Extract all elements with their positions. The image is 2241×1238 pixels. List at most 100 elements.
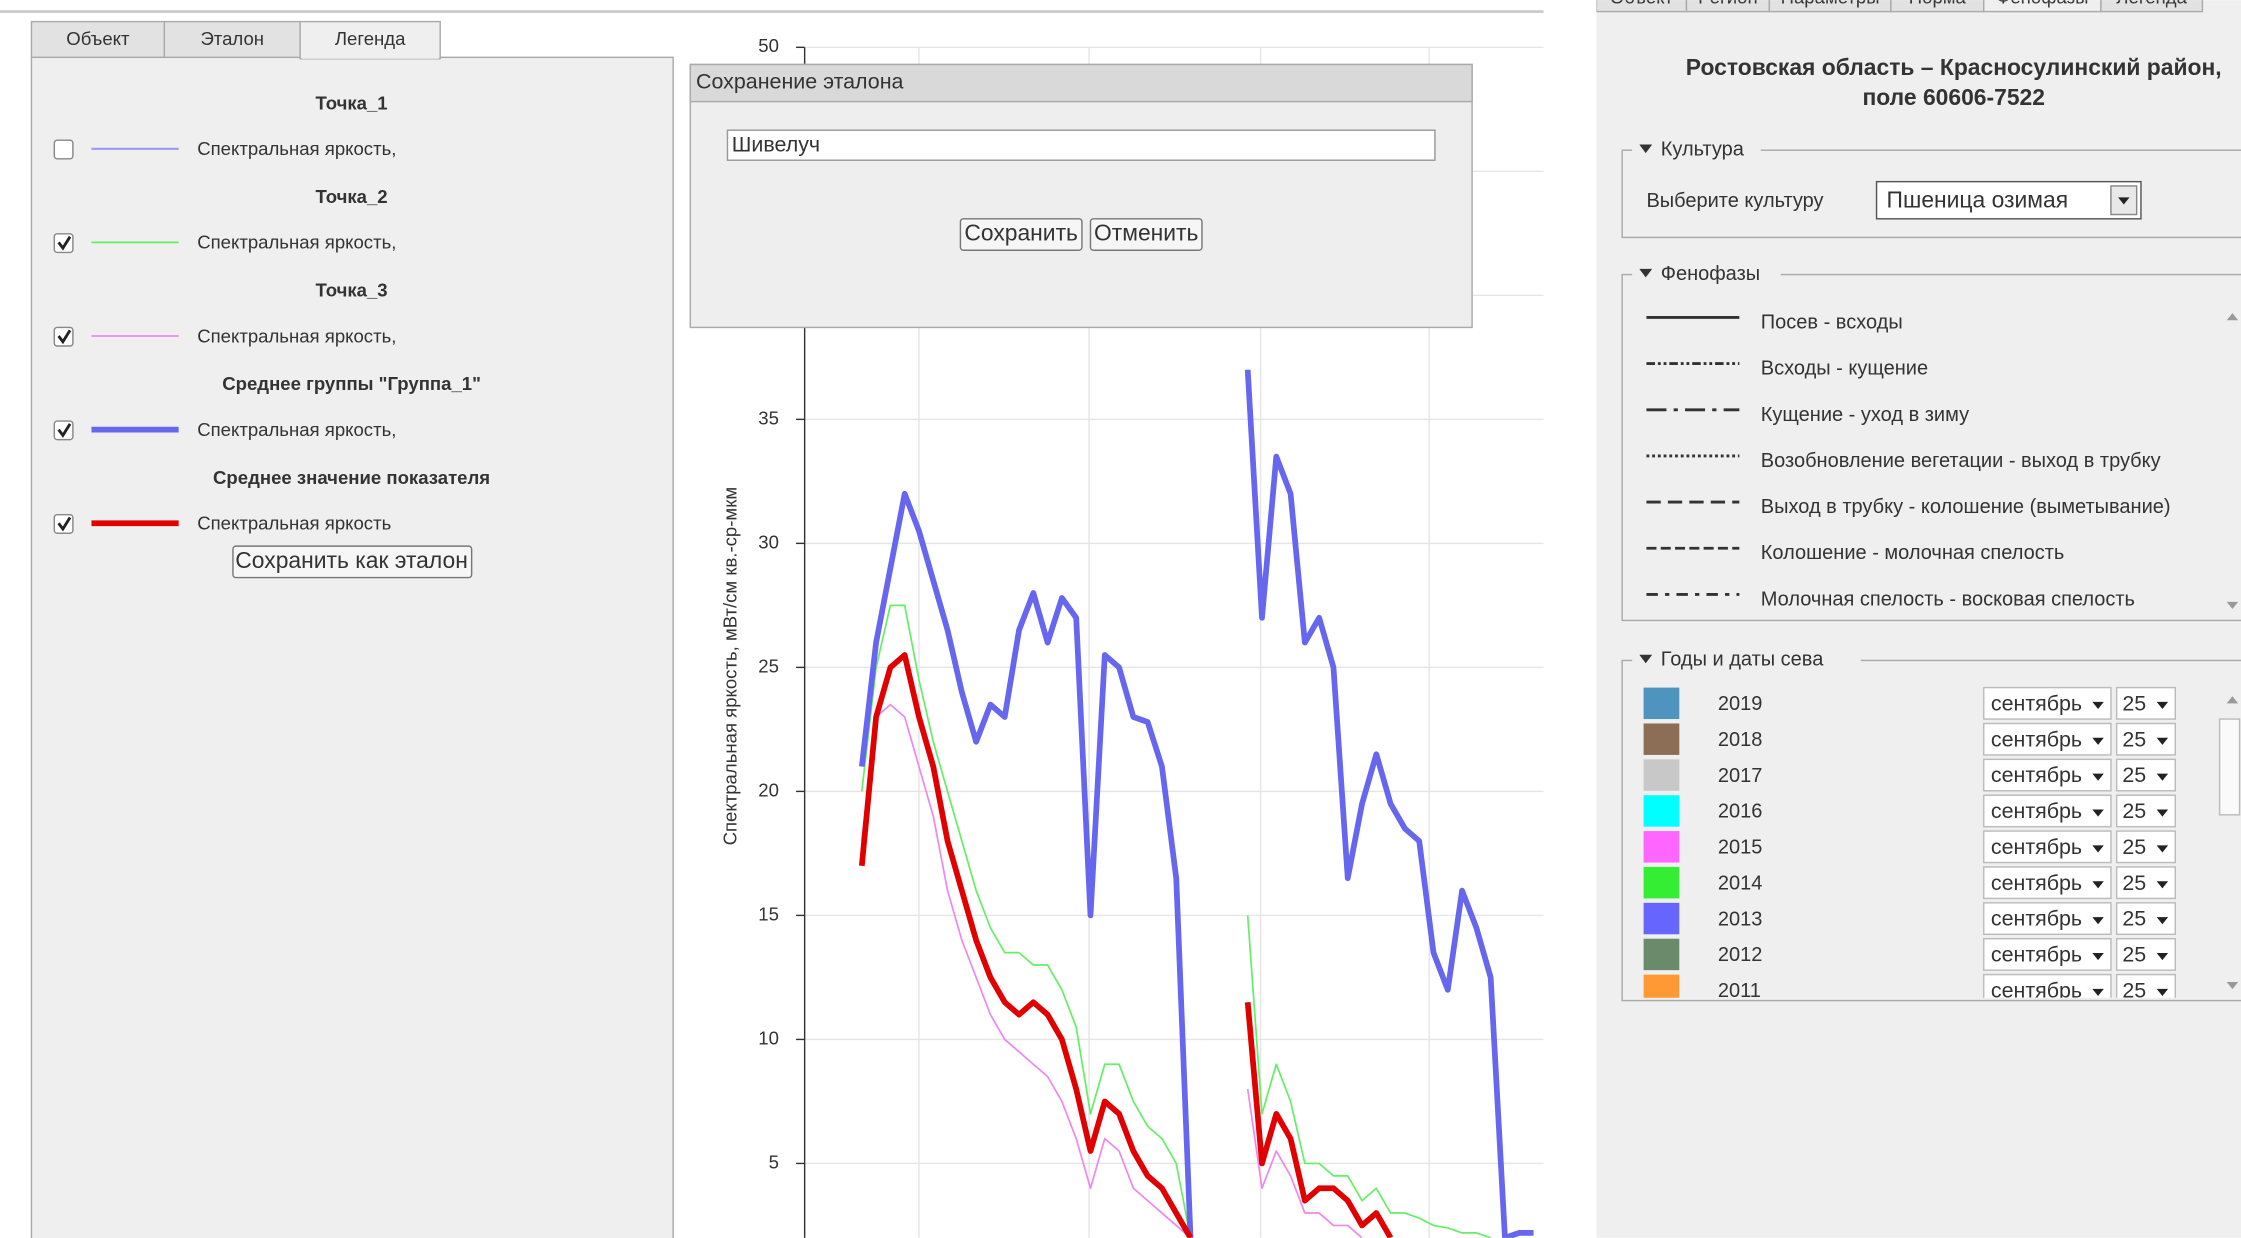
month-select[interactable] [1983, 758, 2112, 792]
scroll-arrow [2226, 982, 2239, 990]
day-select-value: 25 [2122, 727, 2146, 751]
dialog-title: Сохранение эталона [696, 70, 904, 94]
day-select-value: 25 [2122, 763, 2146, 787]
collapse-arrow[interactable] [1639, 144, 1653, 154]
collapse-arrow[interactable] [1639, 268, 1653, 278]
month-select-value: сентябрь [1991, 943, 2082, 967]
day-select-value: 25 [2122, 691, 2146, 715]
culture-select-value: Пшеница озимая [1887, 187, 2069, 213]
tab-label: Объект [66, 28, 130, 49]
day-select-value: 25 [2122, 871, 2146, 895]
month-select-clip: сентябрь [1991, 943, 2082, 967]
series-line [858, 369, 1534, 1238]
day-select-value: 25 [2122, 943, 2146, 967]
dialog-button[interactable] [1089, 218, 1203, 251]
dialog-button-label: Отменить [1094, 220, 1198, 246]
year-label: 2013 [1718, 908, 1763, 930]
dropdown-arrow [2156, 988, 2169, 997]
y-tick-label: 10 [758, 1027, 779, 1048]
fieldset-legend: Фенофазы [1661, 263, 1760, 285]
series-line [860, 604, 1491, 1238]
tab[interactable] [1596, 0, 1688, 13]
phenophase-label: Возобновление вегетации - выход в трубку [1761, 450, 2161, 472]
fieldset [1621, 149, 2241, 239]
dropdown-arrow [2092, 809, 2104, 817]
checkbox[interactable] [53, 139, 74, 160]
legend-heading: Среднее группы "Группа_1" [222, 373, 481, 394]
dropdown-arrow [2156, 953, 2169, 961]
day-select[interactable] [2115, 902, 2176, 935]
collapse-arrow[interactable] [1639, 654, 1653, 664]
year-label: 2019 [1718, 693, 1763, 715]
legend-label: Спектральная яркость, [197, 325, 396, 346]
tab[interactable] [163, 20, 301, 59]
month-select[interactable] [1983, 794, 2112, 828]
year-color-swatch [1643, 831, 1680, 863]
tab[interactable] [299, 20, 441, 60]
tab[interactable] [1768, 0, 1892, 13]
month-select-clip: сентябрь [1991, 871, 2082, 895]
series-line [858, 652, 1394, 1238]
month-select-value: сентябрь [1991, 978, 2082, 1002]
culture-select[interactable] [1875, 180, 2142, 220]
legend-label: Спектральная яркость, [197, 138, 396, 159]
checkmark [57, 235, 72, 251]
tab[interactable] [2100, 0, 2204, 13]
month-select[interactable] [1983, 722, 2112, 756]
sowing-rows: 2019 сентябрь 25 2018 сентябрь 25 2017 сентябрь… [1643, 686, 2176, 1006]
dropdown-arrow [2156, 881, 2169, 889]
text-input[interactable] [726, 129, 1436, 161]
dropdown-arrow [2092, 988, 2104, 997]
tab[interactable] [1685, 0, 1771, 13]
month-select-clip: сентябрь [1991, 835, 2082, 859]
scrollbar-thumb[interactable] [2218, 718, 2241, 816]
tab[interactable] [30, 20, 166, 59]
year-color-swatch [1643, 687, 1680, 720]
month-select-value: сентябрь [1991, 871, 2082, 895]
month-select[interactable] [1983, 830, 2112, 864]
month-select-value: сентябрь [1991, 799, 2082, 823]
month-select[interactable] [1983, 937, 2112, 971]
month-select[interactable] [1983, 973, 2112, 1006]
y-tick-label: 50 [758, 35, 779, 56]
fieldset-legend: Культура [1661, 139, 1745, 161]
tab[interactable] [1890, 0, 1985, 13]
year-label: 2017 [1718, 765, 1763, 787]
year-color-swatch [1643, 902, 1680, 935]
month-select-value: сентябрь [1991, 763, 2082, 787]
region-title: Ростовская область – Красносулинский рай… [1686, 54, 2222, 80]
phenophase-label: Колошение - молочная спелость [1761, 542, 2065, 564]
y-tick-label: 20 [758, 779, 779, 800]
day-select[interactable] [2115, 758, 2176, 792]
tab[interactable] [1983, 0, 2102, 13]
dialog-button[interactable] [959, 218, 1083, 251]
checkmark [57, 329, 72, 345]
month-select-clip: сентябрь [1991, 799, 2082, 823]
month-select[interactable] [1983, 902, 2112, 935]
year-color-swatch [1643, 759, 1680, 791]
month-select-value: сентябрь [1991, 907, 2082, 931]
legend-heading: Точка_2 [316, 186, 388, 207]
save-button-label: Сохранить как эталон [235, 547, 468, 573]
day-select[interactable] [2115, 866, 2176, 900]
scroll-arrow [2226, 696, 2239, 704]
plot-area [858, 369, 1534, 1238]
month-select-value: сентябрь [1991, 727, 2082, 751]
dropdown-arrow [2156, 773, 2169, 781]
month-select-clip: сентябрь [1991, 691, 2082, 715]
tab-label: Регион [1698, 0, 1758, 8]
year-label: 2018 [1718, 729, 1763, 751]
tab-label: Объект [1610, 0, 1674, 8]
dropdown-arrow [2092, 881, 2104, 889]
scrollbar[interactable] [2220, 300, 2241, 618]
fieldset-legend-bg [1632, 263, 1781, 286]
year-label: 2011 [1718, 980, 1761, 1002]
month-select-clip: сентябрь [1991, 978, 2082, 1002]
day-select-value: 25 [2122, 907, 2146, 931]
month-select[interactable] [1983, 686, 2112, 720]
month-select-clip: сентябрь [1991, 763, 2082, 787]
phenophase-label: Посев - всходы [1761, 311, 1903, 333]
month-select[interactable] [1983, 866, 2112, 900]
legend-label: Спектральная яркость, [197, 232, 396, 253]
save-button[interactable] [232, 545, 473, 579]
